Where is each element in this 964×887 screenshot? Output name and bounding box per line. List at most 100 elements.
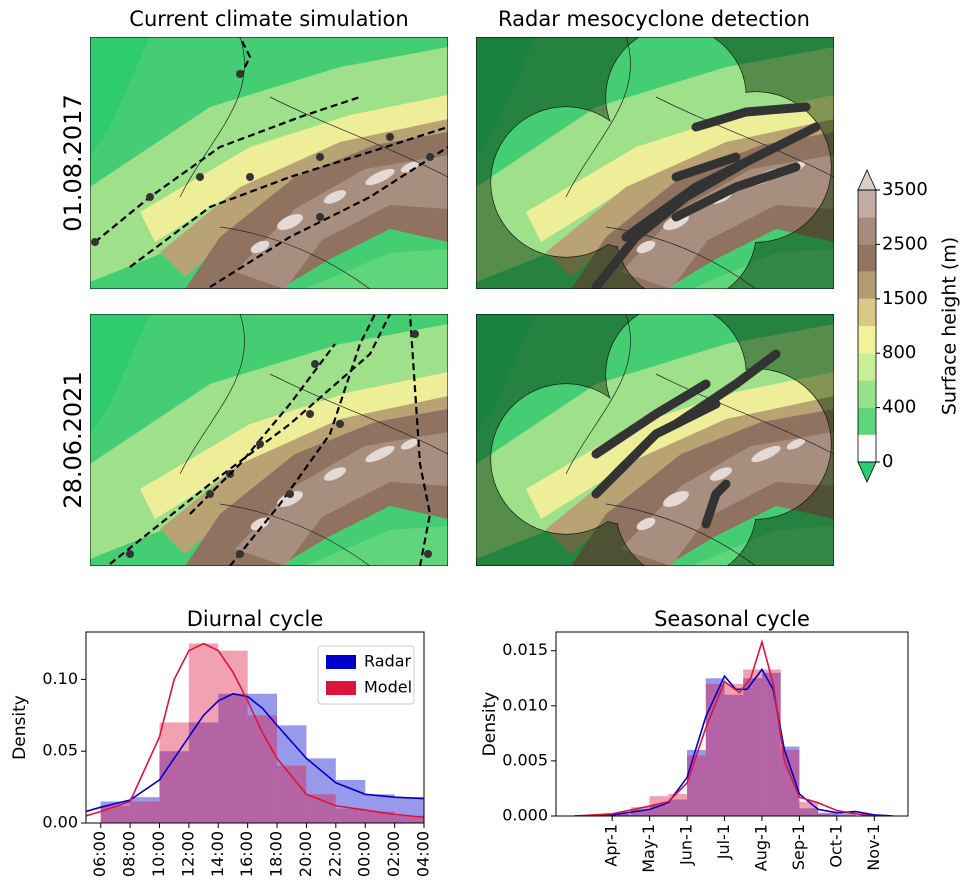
histogram-bar	[335, 779, 366, 823]
colorbar-segment	[858, 244, 876, 272]
y-axis-label: Density	[480, 692, 500, 757]
terrain-peak	[636, 517, 656, 531]
colorbar-segment	[858, 407, 876, 435]
histogram-bar	[649, 804, 669, 816]
plot-area	[86, 642, 424, 823]
histogram-bar	[365, 794, 395, 823]
track-start	[316, 213, 324, 221]
histogram-bar	[687, 755, 706, 816]
y-tick-label: 0.10	[42, 669, 78, 688]
colorbar-segment	[858, 298, 876, 326]
terrain-peak	[400, 161, 420, 173]
row-label: 28.06.2021	[59, 371, 87, 508]
column-title: Radar mesocyclone detection	[498, 7, 810, 31]
colorbar-segment	[858, 326, 876, 354]
colorbar-tick-label: 400	[882, 397, 916, 418]
histogram-bar	[247, 693, 278, 823]
border	[179, 314, 448, 566]
y-tick-label: 0.005	[502, 750, 548, 769]
radar-track	[671, 152, 741, 182]
legend-label: Model	[364, 678, 412, 697]
terrain-peak	[365, 168, 395, 186]
colorbar-tick-label: 1500	[882, 288, 928, 309]
legend-swatch	[326, 655, 356, 669]
histogram-bar	[335, 808, 366, 823]
track-start	[206, 490, 214, 498]
x-tick-label: Apr-1	[602, 824, 621, 867]
terrain	[691, 249, 834, 289]
terrain	[305, 526, 448, 566]
terrain-peak	[365, 445, 395, 463]
colorbar-tick-label: 800	[882, 342, 916, 363]
histogram-bar	[668, 799, 688, 816]
terrain	[235, 432, 448, 566]
x-tick-label: Jun-1	[677, 824, 696, 866]
track-start	[196, 173, 204, 181]
terrain-peak	[751, 445, 781, 463]
x-tick-label: Oct-1	[826, 824, 845, 868]
legend-swatch	[326, 681, 356, 695]
histogram-bar	[743, 669, 762, 816]
terrain	[90, 314, 150, 434]
track-start	[386, 133, 394, 141]
colorbar-tick-label: 2500	[882, 233, 928, 254]
x-tick-label: 04:00	[414, 831, 433, 877]
track-start	[306, 410, 314, 418]
radar-track	[671, 162, 801, 222]
histogram-bar	[306, 758, 336, 823]
radar-track	[591, 379, 711, 459]
chart-title: Diurnal cycle	[187, 607, 324, 631]
colorbar-segment	[858, 271, 876, 299]
track-start	[91, 238, 99, 246]
histogram-bar	[724, 683, 744, 816]
terrain	[140, 372, 448, 519]
terrain-peak	[277, 213, 303, 231]
x-tick-label: Nov-1	[864, 824, 883, 871]
histogram-bar	[668, 793, 688, 816]
y-axis-label: Density	[10, 695, 30, 760]
histogram-bar	[818, 812, 837, 816]
colorbar-segment	[858, 190, 876, 218]
colorbar-label: Surface height (m)	[939, 237, 961, 415]
colorbar-tick-label: 3500	[882, 179, 928, 200]
plot-area	[574, 639, 894, 816]
radar-range	[615, 161, 757, 289]
x-tick-label: 10:00	[149, 831, 168, 877]
axes-frame	[85, 631, 425, 824]
chart-title: Seasonal cycle	[654, 607, 810, 631]
track-start	[236, 70, 244, 78]
y-tick-label: 0.000	[502, 806, 548, 825]
histogram-bar	[218, 693, 248, 823]
model-track	[94, 95, 361, 243]
track-start	[126, 550, 134, 558]
histogram-bar	[130, 797, 160, 823]
map-panel	[476, 314, 834, 566]
radar-range	[680, 91, 832, 243]
histogram-bar	[780, 749, 800, 816]
kde-line	[86, 692, 424, 813]
histogram-bar	[100, 801, 131, 823]
terrain	[90, 37, 150, 157]
x-tick-label: 06:00	[90, 831, 109, 877]
legend-label: Radar	[364, 652, 412, 671]
colorbar-extend	[857, 169, 877, 191]
histogram-bar	[130, 801, 160, 823]
radar-track	[691, 102, 811, 132]
radar-range	[615, 438, 757, 566]
row-label: 01.08.2017	[59, 94, 87, 231]
histogram-bar	[188, 643, 219, 823]
track-start	[286, 490, 294, 498]
terrain	[621, 155, 834, 289]
terrain-peak	[636, 240, 656, 254]
terrain-peak	[786, 438, 806, 450]
radar-range	[605, 37, 747, 168]
radar-range	[565, 403, 687, 525]
x-tick-label: Aug-1	[751, 824, 770, 871]
histogram-bar	[100, 805, 131, 823]
colorbar-tick-label: 0	[882, 451, 893, 472]
histogram-bar	[365, 811, 395, 823]
histogram-bar	[277, 765, 307, 823]
radar-shade	[476, 37, 834, 289]
x-tick-label: 14:00	[208, 831, 227, 877]
terrain-peak	[277, 490, 303, 508]
